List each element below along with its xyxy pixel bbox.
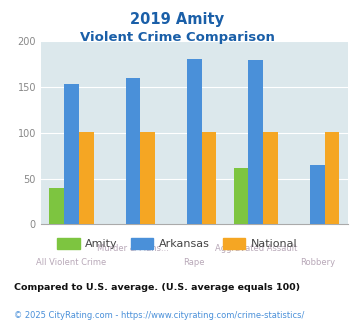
Bar [234, 168, 248, 224]
Text: Violent Crime Comparison: Violent Crime Comparison [80, 31, 275, 44]
Text: All Violent Crime: All Violent Crime [37, 258, 106, 267]
Bar [49, 188, 64, 224]
Bar [140, 132, 155, 224]
Bar [310, 165, 324, 224]
Text: Aggravated Assault: Aggravated Assault [214, 244, 297, 253]
Bar [79, 132, 94, 224]
Bar [64, 84, 79, 224]
Text: Murder & Mans...: Murder & Mans... [97, 244, 169, 253]
Bar [187, 59, 202, 224]
Text: Rape: Rape [184, 258, 205, 267]
Legend: Amity, Arkansas, National: Amity, Arkansas, National [53, 234, 302, 253]
Text: Robbery: Robbery [300, 258, 335, 267]
Text: © 2025 CityRating.com - https://www.cityrating.com/crime-statistics/: © 2025 CityRating.com - https://www.city… [14, 311, 305, 320]
Text: Compared to U.S. average. (U.S. average equals 100): Compared to U.S. average. (U.S. average … [14, 283, 300, 292]
Bar [126, 78, 140, 224]
Bar [324, 132, 339, 224]
Bar [202, 132, 217, 224]
Text: 2019 Amity: 2019 Amity [130, 12, 225, 26]
Bar [263, 132, 278, 224]
Bar [248, 60, 263, 224]
